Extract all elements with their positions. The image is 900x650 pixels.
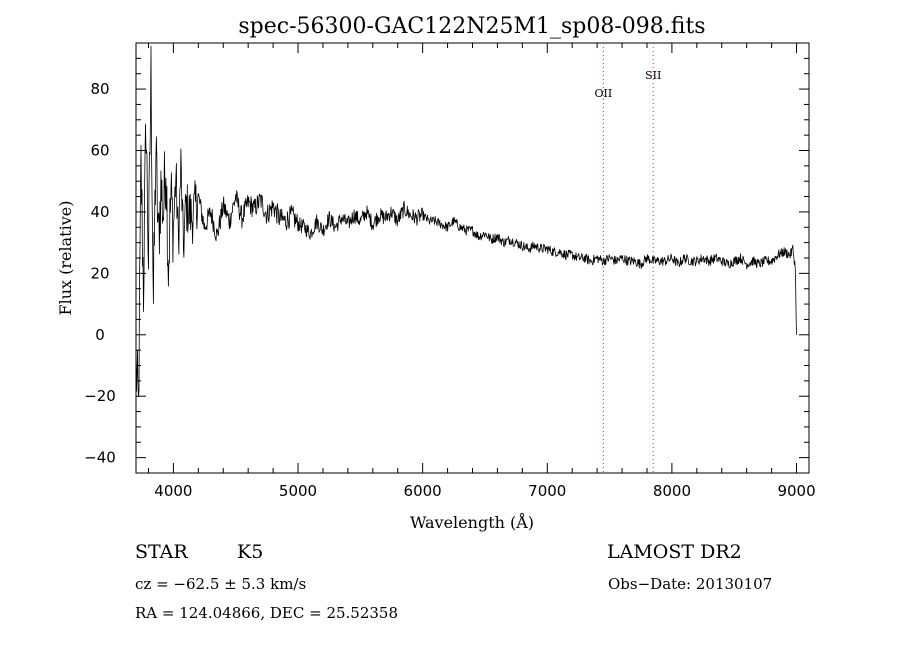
annotation-label: SII <box>645 69 661 82</box>
x-tick-label: 6000 <box>404 482 442 500</box>
y-tick-label: 60 <box>90 142 109 160</box>
x-tick-label: 9000 <box>777 482 815 500</box>
object-subclass: K5 <box>237 541 264 563</box>
x-tick-label: 8000 <box>653 482 691 500</box>
object-class: STAR <box>135 541 188 563</box>
coordinates: RA = 124.04866, DEC = 25.52358 <box>135 604 399 622</box>
x-tick-label: 5000 <box>279 482 317 500</box>
y-axis-label: Flux (relative) <box>56 201 75 316</box>
y-tick-label: 80 <box>90 80 109 98</box>
x-tick-label: 7000 <box>528 482 566 500</box>
emission-line-markers: OII SII <box>595 43 661 473</box>
annotation-label: OII <box>595 87 613 100</box>
chart-title: spec-56300-GAC122N25M1_sp08-098.fits <box>238 14 705 39</box>
survey-name: LAMOST DR2 <box>607 541 742 563</box>
spectrum-line <box>135 45 797 398</box>
x-axis-label: Wavelength (Å) <box>410 512 534 532</box>
y-tick-label: 0 <box>95 326 105 344</box>
y-tick-label: 40 <box>90 203 109 221</box>
y-tick-label: −20 <box>84 387 116 405</box>
y-tick-label: 20 <box>90 264 109 282</box>
series-group <box>135 45 797 398</box>
plot-frame <box>135 42 810 474</box>
axis-ticks: 4000 5000 6000 7000 8000 9000 −40 −20 0 20 40 60 80 <box>84 43 816 500</box>
observation-date: Obs−Date: 20130107 <box>608 575 773 593</box>
x-tick-label: 4000 <box>154 482 192 500</box>
redshift-velocity: cz = −62.5 ± 5.3 km/s <box>135 575 307 593</box>
y-tick-label: −40 <box>84 449 116 467</box>
